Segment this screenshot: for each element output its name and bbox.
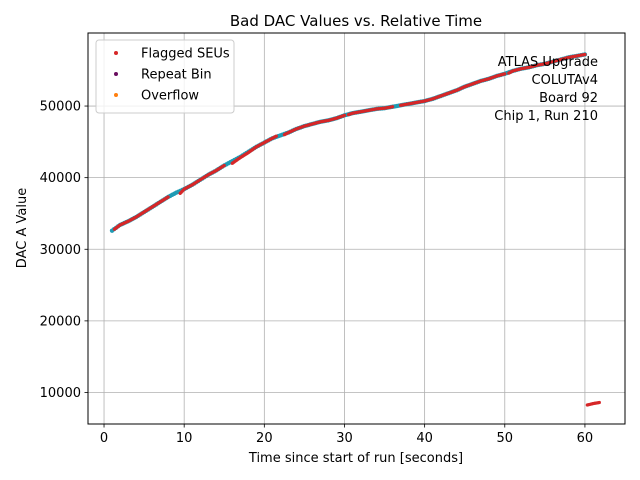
tick-layer: 0 10 20 30 40 50 60 10000 20000 30000 40000 50000 (40, 100, 594, 446)
flagged-seu-point (166, 195, 170, 199)
plot-frame (87, 32, 626, 425)
legend-marker (114, 72, 118, 76)
run-annotation: ATLAS Upgrade COLUTAv4 Board 92 Chip 1, Run… (494, 55, 598, 124)
y-axis-title: DAC A Value (15, 188, 30, 268)
flagged-seu-point (222, 163, 226, 168)
flagged-seu-point (583, 52, 587, 57)
annotation-line: COLUTAv4 (532, 73, 598, 88)
x-tick-label: 30 (336, 431, 353, 446)
y-tick-label: 40000 (40, 171, 81, 186)
x-tick-label: 20 (256, 431, 273, 446)
y-tick-label: 20000 (40, 314, 81, 329)
flagged-seu-point (503, 72, 507, 76)
annotation-line: Board 92 (539, 91, 598, 106)
flagged-seu-point (597, 400, 601, 405)
legend-box (95, 39, 235, 114)
annotation-line: Chip 1, Run 210 (494, 109, 598, 124)
y-tick-label: 30000 (40, 243, 81, 258)
legend-marker (114, 93, 118, 97)
legend-label: Repeat Bin (141, 68, 212, 83)
flagged-seu-point (342, 113, 347, 117)
x-tick-label: 0 (100, 431, 108, 446)
data-layer (109, 52, 601, 407)
chart-title: Bad DAC Values vs. Relative Time (230, 12, 482, 30)
y-tick-label: 10000 (40, 386, 81, 401)
x-tick-label: 60 (577, 431, 594, 446)
x-tick-label: 10 (176, 431, 193, 446)
flagged-seu-point (274, 134, 278, 138)
y-tick-label: 50000 (40, 100, 81, 115)
legend-label: Flagged SEUs (141, 47, 230, 62)
annotation-line: ATLAS Upgrade (498, 55, 598, 70)
grid-layer (88, 33, 625, 424)
legend-label: Overflow (141, 89, 199, 104)
legend-marker (114, 51, 118, 55)
x-tick-label: 50 (497, 431, 514, 446)
x-axis-title: Time since start of run [seconds] (248, 451, 463, 466)
legend: Flagged SEUs Repeat Bin Overflow (95, 39, 235, 114)
flagged-seu-point (390, 105, 395, 109)
x-tick-label: 40 (416, 431, 433, 446)
